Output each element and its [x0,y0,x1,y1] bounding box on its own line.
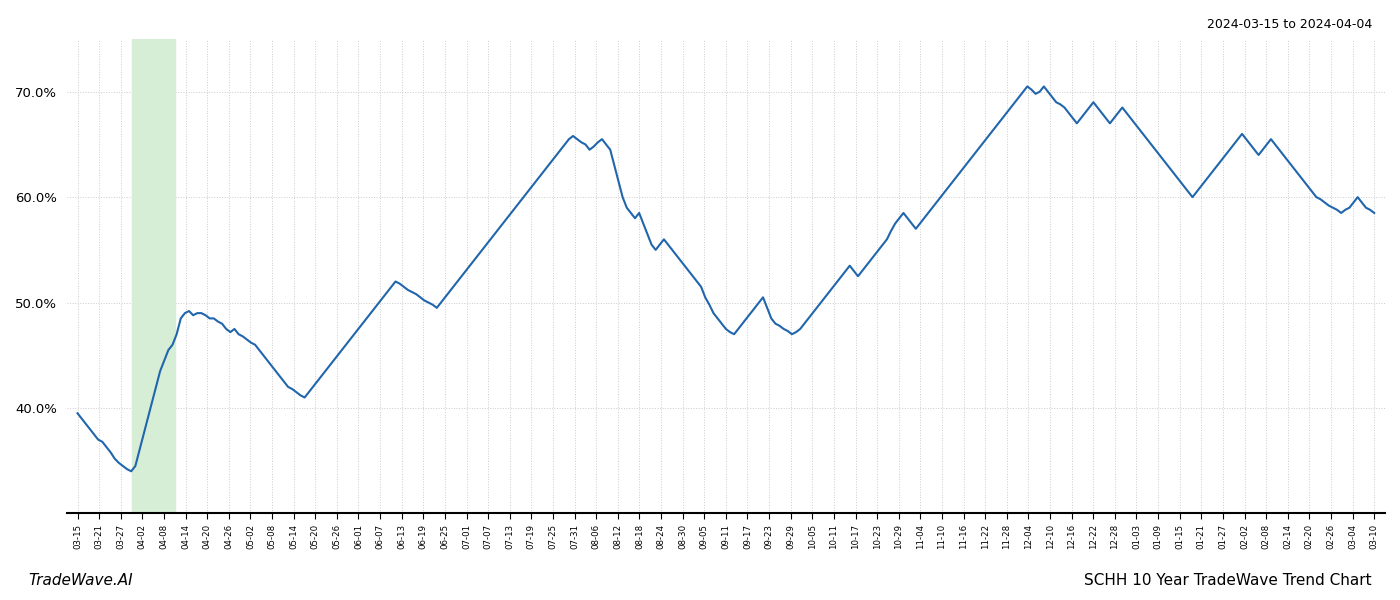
Text: SCHH 10 Year TradeWave Trend Chart: SCHH 10 Year TradeWave Trend Chart [1085,573,1372,588]
Text: 2024-03-15 to 2024-04-04: 2024-03-15 to 2024-04-04 [1207,18,1372,31]
Bar [132,39,175,514]
Text: TradeWave.AI: TradeWave.AI [28,573,133,588]
